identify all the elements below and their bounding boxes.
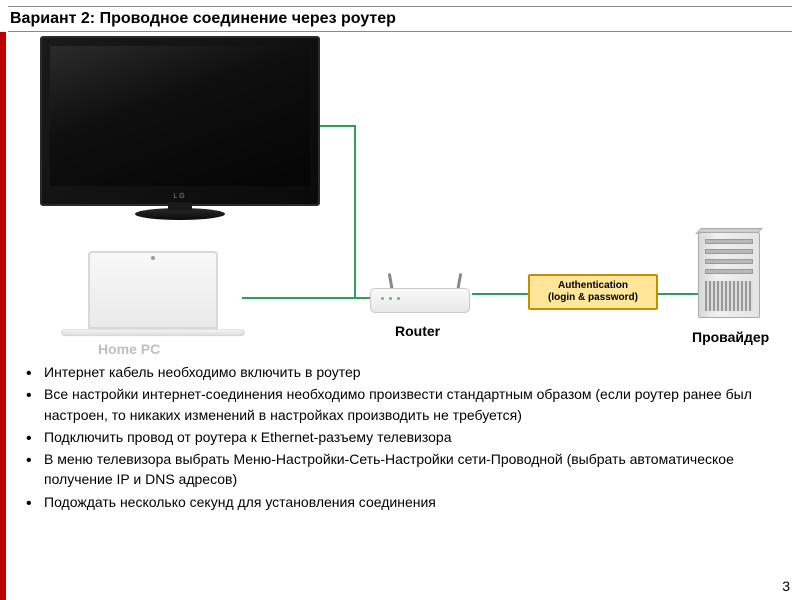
tv-frame: LG: [40, 36, 320, 206]
auth-line2: (login & password): [536, 292, 650, 304]
page-title: Вариант 2: Проводное соединение через ро…: [8, 10, 396, 28]
router-body: [370, 288, 470, 313]
list-item: Все настройки интернет-соединения необхо…: [24, 384, 784, 425]
laptop-device: [58, 251, 248, 351]
tv-stand: [135, 208, 225, 220]
laptop-base: [60, 329, 246, 336]
auth-line1: Authentication: [536, 280, 650, 292]
tv-brand-label: LG: [42, 193, 318, 200]
list-item: Подождать несколько секунд для установле…: [24, 492, 784, 512]
tv-screen: [50, 46, 310, 186]
list-item: Интернет кабель необходимо включить в ро…: [24, 362, 784, 382]
list-item: Подключить провод от роутера к Ethernet-…: [24, 427, 784, 447]
label-home-pc: Home PC: [98, 341, 160, 357]
router-device: [370, 266, 480, 321]
authentication-badge: Authentication (login & password): [528, 274, 658, 310]
router-led: [389, 297, 392, 300]
title-bar: Вариант 2: Проводное соединение через ро…: [8, 6, 792, 32]
server-device: [690, 232, 770, 324]
server-vents: [705, 281, 753, 311]
instruction-text: Интернет кабель необходимо включить в ро…: [16, 362, 784, 514]
laptop-screen: [88, 251, 218, 329]
laptop-camera: [151, 256, 155, 260]
tv-device: LG: [40, 36, 320, 226]
label-provider: Провайдер: [692, 329, 769, 345]
network-diagram: LG Authentication (login & password): [10, 36, 790, 346]
server-drive: [705, 259, 753, 264]
server-body: [698, 232, 760, 318]
list-item: В меню телевизора выбрать Меню-Настройки…: [24, 449, 784, 490]
server-drive: [705, 249, 753, 254]
server-drive: [705, 239, 753, 244]
bullet-list: Интернет кабель необходимо включить в ро…: [16, 362, 784, 512]
router-led: [381, 297, 384, 300]
server-drive: [705, 269, 753, 274]
page-number: 3: [782, 578, 790, 594]
sidebar-accent: [0, 32, 6, 600]
label-router: Router: [395, 323, 440, 339]
router-led: [397, 297, 400, 300]
